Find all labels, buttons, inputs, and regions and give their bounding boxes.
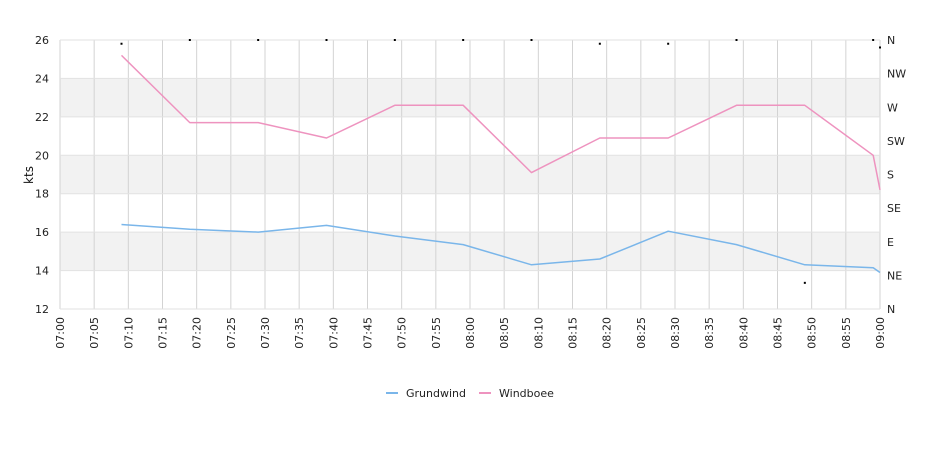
x-tick-label: 08:40 [737, 317, 750, 349]
direction-marker [257, 39, 260, 41]
y-tick-label: 22 [35, 111, 49, 124]
right-axis: N NE E SE S SW W NW N [887, 34, 906, 316]
direction-marker [803, 281, 806, 284]
legend-label: Grundwind [406, 387, 466, 400]
x-tick-label: 07:25 [225, 317, 238, 349]
right-axis-label: W [887, 101, 898, 114]
y-tick-label: 20 [35, 149, 49, 162]
plot-grid [59, 39, 881, 310]
direction-marker [598, 42, 601, 45]
x-tick-label: 07:35 [293, 317, 306, 349]
plot-series [120, 54, 881, 274]
y-tick-label: 18 [35, 188, 49, 201]
x-tick-label: 08:30 [669, 317, 682, 349]
series-line-windboee [120, 54, 881, 191]
x-tick-label: 08:20 [601, 317, 614, 349]
right-axis-label: S [887, 169, 894, 182]
x-tick-label: 08:00 [464, 317, 477, 349]
right-axis-label: N [887, 34, 895, 47]
x-tick-label: 07:50 [396, 317, 409, 349]
right-axis-label: NW [887, 68, 906, 81]
x-tick-label: 08:55 [840, 317, 853, 349]
x-tick-label: 08:25 [635, 317, 648, 349]
x-tick-label: 07:40 [327, 317, 340, 349]
right-axis-label: SW [887, 135, 905, 148]
right-axis-label: SE [887, 202, 901, 215]
series-line-grundwind [121, 223, 881, 274]
right-axis-label: N [887, 303, 895, 316]
y-tick-label: 12 [35, 303, 49, 316]
direction-marker [872, 39, 875, 41]
x-tick-label: 09:00 [874, 317, 887, 349]
right-axis-label: E [887, 236, 894, 249]
x-tick-label: 07:20 [191, 317, 204, 349]
direction-marker [735, 39, 738, 41]
right-axis-label: NE [887, 269, 902, 282]
direction-marker [188, 39, 191, 41]
y-axis-title: kts [22, 166, 36, 184]
x-tick-label: 07:00 [54, 317, 67, 349]
x-tick-label: 07:15 [157, 317, 170, 349]
x-tick-label: 08:45 [772, 317, 785, 349]
x-tick-label: 07:55 [430, 317, 443, 349]
direction-marker [667, 42, 670, 45]
x-tick-label: 07:45 [362, 317, 375, 349]
direction-marker [120, 42, 123, 45]
direction-marker [530, 39, 533, 41]
left-axis: 12 14 16 18 20 22 24 26 [35, 34, 49, 316]
y-tick-label: 26 [35, 34, 49, 47]
x-tick-label: 07:05 [88, 317, 101, 349]
y-tick-label: 16 [35, 226, 49, 239]
direction-marker [325, 39, 328, 41]
direction-marker [462, 39, 465, 41]
legend-label: Windboee [499, 387, 554, 400]
x-tick-label: 08:50 [806, 317, 819, 349]
x-tick-label: 07:30 [259, 317, 272, 349]
direction-marker [393, 39, 396, 41]
x-tick-label: 08:15 [567, 317, 580, 349]
y-tick-label: 24 [35, 72, 49, 85]
x-tick-label: 07:10 [122, 317, 135, 349]
x-tick-label: 08:35 [703, 317, 716, 349]
y-tick-label: 14 [35, 265, 49, 278]
direction-markers [120, 39, 881, 284]
legend: Grundwind Windboee [386, 387, 554, 400]
direction-marker [879, 46, 881, 49]
x-tick-label: 08:05 [498, 317, 511, 349]
x-axis: 07:00 07:05 07:10 07:15 07:20 07:25 07:30 07:35… [54, 317, 887, 349]
x-tick-label: 08:10 [532, 317, 545, 349]
